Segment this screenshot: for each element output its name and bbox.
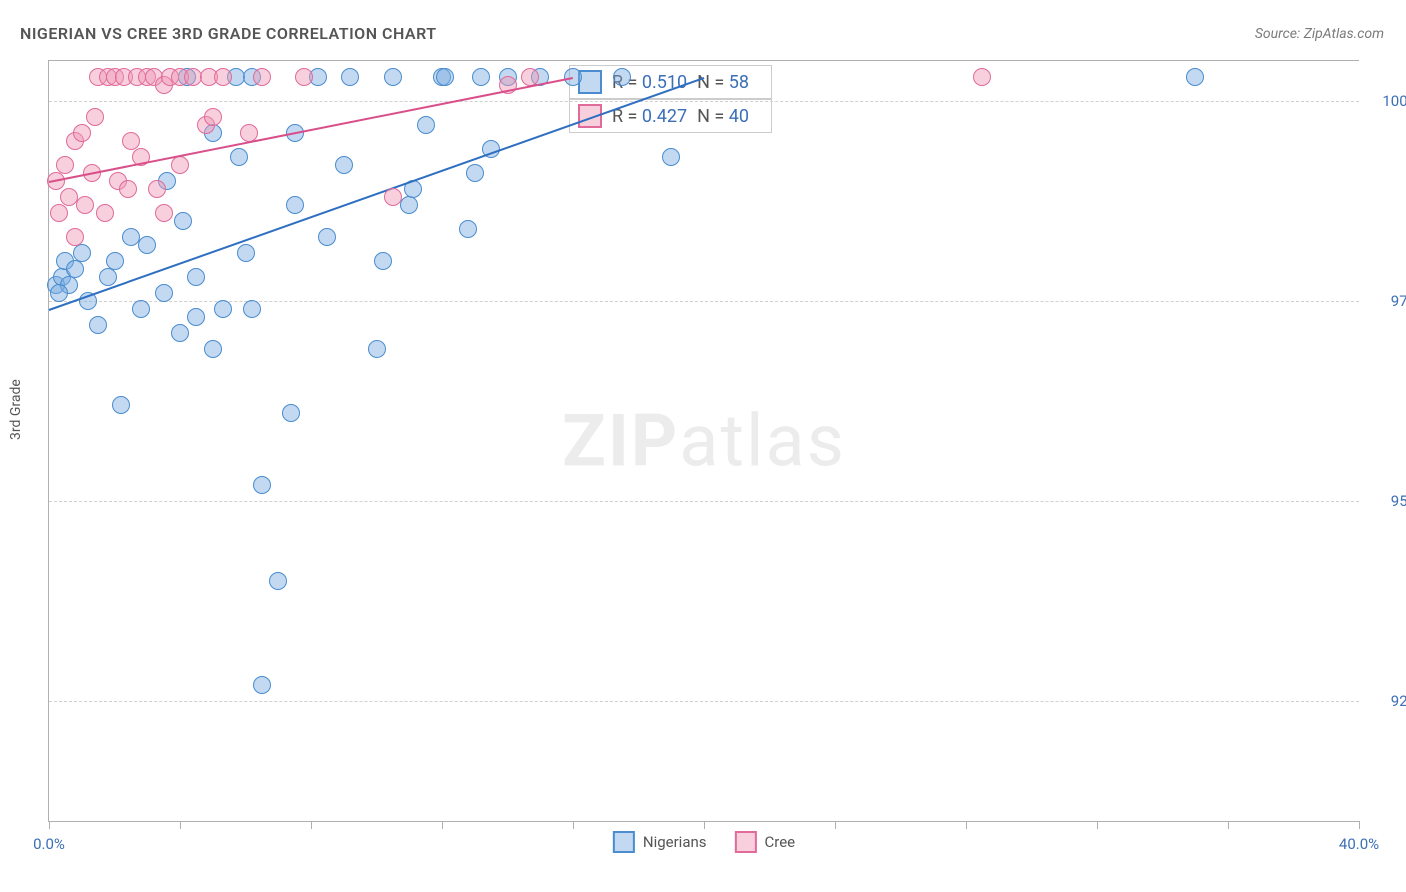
- dot-nigerians: [171, 324, 189, 342]
- dot-nigerians: [89, 316, 107, 334]
- y-axis-label: 3rd Grade: [8, 379, 24, 440]
- dot-cree: [295, 68, 313, 86]
- dot-cree: [155, 204, 173, 222]
- x-tick: [1228, 821, 1229, 829]
- dot-nigerians: [318, 228, 336, 246]
- dot-nigerians: [374, 252, 392, 270]
- dot-cree: [204, 108, 222, 126]
- dot-nigerians: [99, 268, 117, 286]
- scatter-plot: ZIPatlas R = 0.510N = 58 R = 0.427N = 40…: [48, 60, 1359, 822]
- x-tick: [49, 821, 50, 829]
- trendline-nigerians: [49, 77, 705, 311]
- dot-nigerians: [204, 340, 222, 358]
- dot-nigerians: [286, 196, 304, 214]
- dot-nigerians: [66, 260, 84, 278]
- gridline: [49, 701, 1359, 702]
- dot-nigerians: [269, 572, 287, 590]
- x-tick-label: 40.0%: [1339, 835, 1379, 853]
- dot-nigerians: [155, 284, 173, 302]
- dot-cree: [119, 180, 137, 198]
- x-tick: [1359, 821, 1360, 829]
- dot-cree: [50, 204, 68, 222]
- legend-swatch-pink: [735, 831, 757, 853]
- x-tick: [704, 821, 705, 829]
- x-tick: [311, 821, 312, 829]
- y-tick-label: 100.0%: [1371, 92, 1406, 110]
- gridline: [49, 101, 1359, 102]
- dot-cree: [184, 68, 202, 86]
- dot-cree: [973, 68, 991, 86]
- dot-cree: [253, 68, 271, 86]
- watermark: ZIPatlas: [562, 399, 846, 484]
- chart-title: NIGERIAN VS CREE 3RD GRADE CORRELATION C…: [20, 24, 437, 43]
- dot-nigerians: [341, 68, 359, 86]
- x-tick: [442, 821, 443, 829]
- dot-nigerians: [187, 268, 205, 286]
- gridline: [49, 501, 1359, 502]
- dot-nigerians: [662, 148, 680, 166]
- x-tick: [180, 821, 181, 829]
- y-tick-label: 97.5%: [1371, 292, 1406, 310]
- dot-nigerians: [106, 252, 124, 270]
- x-tick: [966, 821, 967, 829]
- dot-nigerians: [1186, 68, 1204, 86]
- dot-nigerians: [564, 68, 582, 86]
- dot-cree: [86, 108, 104, 126]
- dot-cree: [76, 196, 94, 214]
- dot-cree: [66, 228, 84, 246]
- dot-nigerians: [132, 300, 150, 318]
- dot-nigerians: [472, 68, 490, 86]
- dot-nigerians: [122, 228, 140, 246]
- dot-nigerians: [138, 236, 156, 254]
- x-tick: [1097, 821, 1098, 829]
- x-tick: [835, 821, 836, 829]
- dot-nigerians: [368, 340, 386, 358]
- stats-box-nigerians: R = 0.510N = 58: [569, 65, 772, 99]
- dot-nigerians: [253, 476, 271, 494]
- dot-nigerians: [112, 396, 130, 414]
- x-tick: [573, 821, 574, 829]
- dot-cree: [60, 188, 78, 206]
- dot-cree: [56, 156, 74, 174]
- dot-nigerians: [187, 308, 205, 326]
- x-tick-label: 0.0%: [33, 835, 65, 853]
- dot-nigerians: [613, 68, 631, 86]
- dot-nigerians: [436, 68, 454, 86]
- dot-nigerians: [50, 284, 68, 302]
- dot-nigerians: [230, 148, 248, 166]
- dot-nigerians: [335, 156, 353, 174]
- dot-nigerians: [214, 300, 232, 318]
- dot-cree: [148, 180, 166, 198]
- dot-nigerians: [174, 212, 192, 230]
- dot-nigerians: [73, 244, 91, 262]
- dot-cree: [171, 156, 189, 174]
- dot-nigerians: [237, 244, 255, 262]
- dot-cree: [122, 132, 140, 150]
- dot-nigerians: [253, 676, 271, 694]
- y-tick-label: 92.5%: [1371, 692, 1406, 710]
- dot-nigerians: [243, 300, 261, 318]
- dot-nigerians: [282, 404, 300, 422]
- dot-nigerians: [459, 220, 477, 238]
- dot-nigerians: [466, 164, 484, 182]
- dot-cree: [73, 124, 91, 142]
- dot-nigerians: [384, 68, 402, 86]
- y-tick-label: 95.0%: [1371, 492, 1406, 510]
- dot-cree: [96, 204, 114, 222]
- legend-swatch-blue: [613, 831, 635, 853]
- bottom-legend: Nigerians Cree: [613, 831, 795, 853]
- legend-item-nigerians: Nigerians: [613, 831, 707, 853]
- source-attribution: Source: ZipAtlas.com: [1255, 26, 1384, 42]
- dot-cree: [384, 188, 402, 206]
- legend-item-cree: Cree: [735, 831, 796, 853]
- dot-nigerians: [417, 116, 435, 134]
- trendline-cree: [49, 77, 573, 183]
- dot-cree: [214, 68, 232, 86]
- dot-nigerians: [400, 196, 418, 214]
